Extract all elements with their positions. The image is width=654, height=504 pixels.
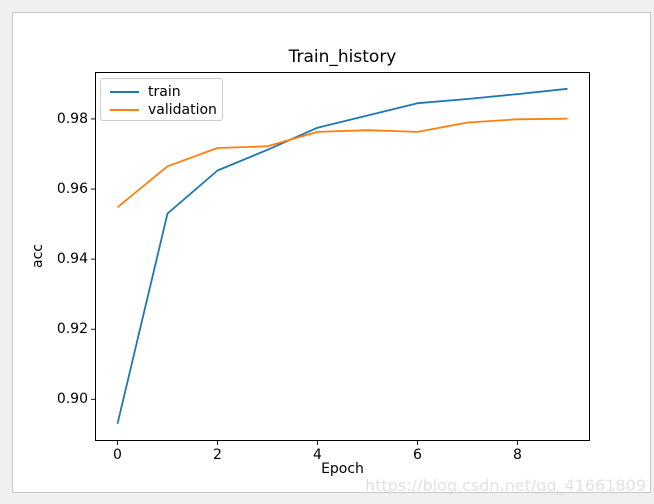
legend-item-train: train: [110, 83, 214, 101]
x-tick-label: 8: [513, 447, 522, 463]
watermark: https://blog.csdn.net/qq_41661809: [365, 476, 646, 495]
y-tick-label: 0.92: [56, 321, 88, 338]
chart-title: Train_history: [288, 47, 397, 67]
legend: train validation: [100, 78, 223, 121]
y-tick-label: 0.90: [56, 391, 88, 408]
x-tick-label: 6: [413, 447, 422, 463]
x-tick-label: 4: [313, 447, 322, 463]
x-tick-label: 0: [113, 447, 122, 463]
legend-swatch-validation: [110, 109, 139, 111]
plot-area: [91, 72, 590, 445]
y-tick-label: 0.94: [56, 251, 88, 268]
axes-spines: [95, 72, 590, 441]
legend-label: validation: [148, 102, 217, 118]
y-tick-label: 0.98: [56, 110, 88, 127]
legend-swatch-train: [110, 91, 139, 93]
y-tick-label: 0.96: [56, 181, 88, 198]
legend-label: train: [148, 84, 181, 100]
figure-canvas: Train_history Epoch acc train validation …: [12, 12, 651, 495]
x-axis-label: Epoch: [321, 461, 364, 477]
legend-item-validation: validation: [110, 101, 217, 119]
series-line-validation: [116, 117, 568, 208]
x-tick-label: 2: [213, 447, 222, 463]
series-line-train: [116, 87, 568, 425]
